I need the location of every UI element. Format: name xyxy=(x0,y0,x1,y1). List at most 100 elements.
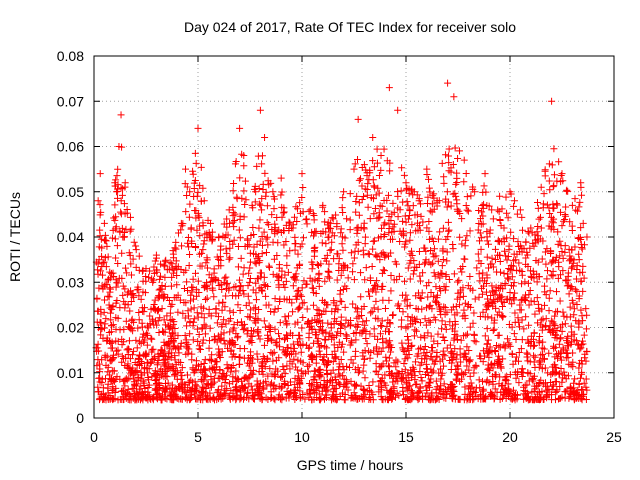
data-point xyxy=(430,245,438,253)
data-point xyxy=(511,289,519,297)
data-point xyxy=(357,175,365,183)
data-point xyxy=(311,243,319,251)
data-point xyxy=(380,145,388,153)
data-point xyxy=(125,337,133,345)
data-point xyxy=(398,339,406,347)
data-point xyxy=(456,301,464,309)
data-point xyxy=(256,237,264,245)
data-point xyxy=(362,317,370,325)
data-point xyxy=(400,171,408,179)
data-point xyxy=(292,363,300,371)
data-point xyxy=(291,246,299,254)
data-point xyxy=(457,358,465,366)
data-point xyxy=(137,295,145,303)
data-point xyxy=(215,262,223,270)
data-point xyxy=(325,268,333,276)
data-point xyxy=(553,387,561,395)
data-point xyxy=(397,187,405,195)
data-point xyxy=(240,213,248,221)
x-tick-label: 25 xyxy=(606,429,622,445)
data-point xyxy=(366,292,374,300)
data-point xyxy=(249,223,257,231)
data-point xyxy=(458,268,466,276)
data-point xyxy=(305,334,313,342)
data-point xyxy=(377,166,385,174)
data-point xyxy=(116,228,124,236)
data-point xyxy=(541,248,549,256)
data-point xyxy=(507,190,515,198)
data-point xyxy=(353,192,361,200)
data-point xyxy=(427,288,435,296)
data-point xyxy=(112,283,120,291)
data-point xyxy=(478,377,486,385)
data-point xyxy=(476,237,484,245)
data-point xyxy=(399,308,407,316)
data-point xyxy=(422,360,430,368)
data-point xyxy=(507,261,515,269)
data-point xyxy=(123,346,131,354)
data-point xyxy=(105,293,113,301)
data-point xyxy=(413,352,421,360)
data-point xyxy=(387,216,395,224)
data-point xyxy=(323,371,331,379)
data-point xyxy=(356,367,364,375)
data-point xyxy=(460,156,468,164)
data-point xyxy=(256,335,264,343)
data-point xyxy=(94,197,102,205)
data-point xyxy=(94,266,102,274)
data-point xyxy=(174,308,182,316)
data-point xyxy=(234,263,242,271)
data-point xyxy=(99,271,107,279)
data-point xyxy=(322,336,330,344)
data-point xyxy=(293,366,301,374)
data-point xyxy=(161,273,169,281)
data-point xyxy=(419,218,427,226)
data-point xyxy=(352,198,360,206)
data-point xyxy=(442,325,450,333)
data-point xyxy=(189,170,197,178)
data-point xyxy=(132,246,140,254)
data-point xyxy=(560,368,568,376)
data-point xyxy=(579,268,587,276)
data-point xyxy=(120,233,128,241)
data-point xyxy=(262,301,270,309)
data-point xyxy=(562,277,570,285)
data-point xyxy=(112,176,120,184)
data-point xyxy=(545,349,553,357)
data-point xyxy=(300,234,308,242)
data-point xyxy=(458,240,466,248)
data-point xyxy=(439,224,447,232)
data-point xyxy=(340,375,348,383)
data-point xyxy=(449,240,457,248)
data-point xyxy=(354,247,362,255)
data-point xyxy=(382,327,390,335)
data-point xyxy=(96,211,104,219)
data-point xyxy=(558,222,566,230)
data-point xyxy=(196,232,204,240)
data-point xyxy=(327,225,335,233)
data-point xyxy=(189,275,197,283)
data-point xyxy=(370,210,378,218)
data-point xyxy=(272,365,280,373)
data-point xyxy=(174,344,182,352)
data-point xyxy=(109,383,117,391)
data-point xyxy=(366,215,374,223)
data-point xyxy=(299,314,307,322)
data-point xyxy=(361,374,369,382)
data-point xyxy=(172,238,180,246)
data-point xyxy=(283,321,291,329)
data-point xyxy=(462,170,470,178)
data-point xyxy=(533,294,541,302)
data-point xyxy=(574,340,582,348)
data-point xyxy=(515,379,523,387)
data-point xyxy=(510,330,518,338)
data-point xyxy=(208,284,216,292)
data-point xyxy=(296,303,304,311)
x-tick-label: 10 xyxy=(294,429,310,445)
data-point xyxy=(349,260,357,268)
data-point xyxy=(561,242,569,250)
data-point xyxy=(530,298,538,306)
data-point xyxy=(292,240,300,248)
data-point xyxy=(445,275,453,283)
